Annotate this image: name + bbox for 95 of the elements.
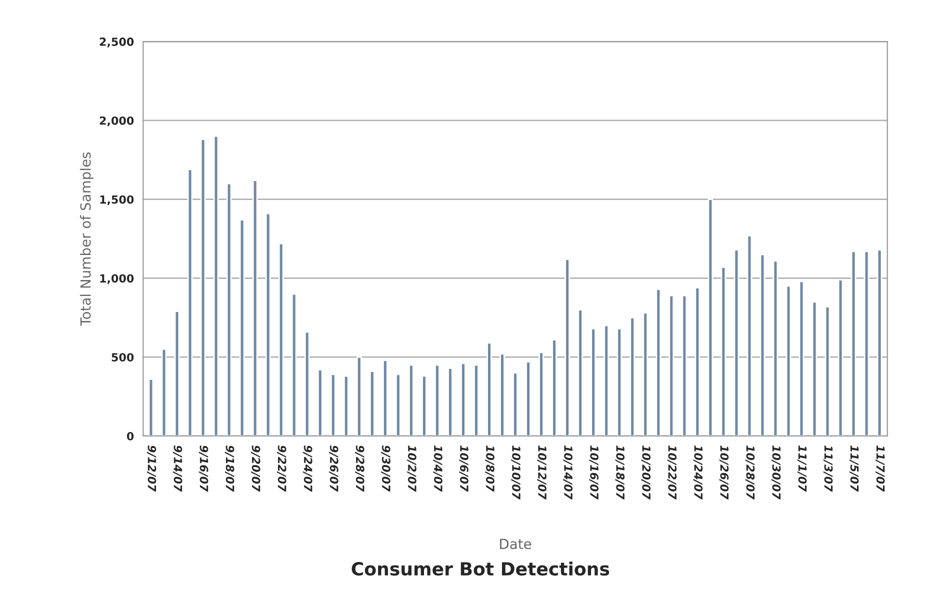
x-tick-label: 9/28/07 <box>355 445 364 492</box>
bar <box>824 306 830 436</box>
bar <box>330 374 336 436</box>
bar <box>396 374 401 436</box>
y-tick-label: 2,500 <box>100 38 134 48</box>
bar <box>474 364 479 436</box>
bar <box>200 138 206 436</box>
bar <box>864 250 870 436</box>
bar <box>434 364 440 436</box>
bar <box>317 369 323 436</box>
y-tick-label: 1,500 <box>100 195 134 206</box>
bar <box>734 249 740 436</box>
bar <box>213 136 219 436</box>
bar <box>382 360 388 436</box>
bar <box>512 372 518 436</box>
x-tick-label: 11/5/07 <box>849 446 859 492</box>
bar <box>668 294 674 436</box>
x-tick-label: 9/24/07 <box>303 445 312 492</box>
bar <box>538 352 544 436</box>
x-tick-label: 10/22/07 <box>667 446 677 500</box>
bar <box>786 285 792 436</box>
x-tick-label: 10/16/07 <box>589 446 599 500</box>
x-tick-label: 10/18/07 <box>615 446 625 500</box>
bar <box>838 279 844 436</box>
bar <box>682 294 688 436</box>
bar <box>370 370 375 436</box>
x-tick-label: 10/8/07 <box>485 446 494 492</box>
x-tick-label: 10/6/07 <box>459 446 468 492</box>
bar <box>850 250 856 436</box>
y-tick-label: 0 <box>126 432 134 440</box>
x-tick-label: 11/7/07 <box>875 446 885 492</box>
bar <box>187 168 193 436</box>
bar <box>720 266 726 436</box>
bar <box>226 182 232 436</box>
bar <box>564 258 570 436</box>
x-tick-label: 10/24/07 <box>693 446 703 500</box>
bar <box>656 288 662 436</box>
x-tick-label: 9/16/07 <box>198 445 208 492</box>
bar <box>772 260 778 436</box>
x-tick-label: 11/1/07 <box>797 446 807 492</box>
bar <box>812 301 818 436</box>
bar <box>265 212 271 436</box>
x-tick-label: 9/22/07 <box>276 445 286 492</box>
x-tick-label: 9/30/07 <box>381 445 390 492</box>
y-tick-label: 2,000 <box>100 116 134 126</box>
bar <box>239 219 245 436</box>
bar <box>798 280 804 436</box>
x-tick-label: 10/30/07 <box>771 446 781 500</box>
bar <box>590 328 596 436</box>
x-tick-label: 10/4/07 <box>433 446 442 492</box>
x-tick-label: 9/14/07 <box>172 445 182 492</box>
bar <box>148 378 154 436</box>
bar <box>422 375 427 436</box>
x-tick-label: 9/20/07 <box>250 445 260 492</box>
bar <box>343 375 349 436</box>
bar <box>526 361 531 436</box>
bar <box>304 331 310 436</box>
bar <box>486 342 492 436</box>
x-tick-label: 10/26/07 <box>719 446 729 500</box>
bar <box>356 356 362 436</box>
x-tick-label: 10/2/07 <box>407 446 416 492</box>
x-axis-title: Date <box>500 538 532 550</box>
y-tick-label: 1,000 <box>100 274 134 284</box>
x-tick-label: 10/20/07 <box>641 446 651 500</box>
bar <box>642 312 648 436</box>
bar <box>630 316 636 436</box>
bar <box>408 364 414 436</box>
y-axis-title: Total Number of Samples <box>80 152 94 326</box>
bar <box>760 254 766 436</box>
bar <box>500 353 505 436</box>
bar <box>448 367 453 436</box>
bar <box>604 324 609 436</box>
x-tick-label: 11/3/07 <box>823 446 833 492</box>
bar <box>252 180 258 436</box>
bar <box>708 198 714 436</box>
y-tick-label: 500 <box>112 353 134 362</box>
bar <box>278 242 284 436</box>
bar <box>552 339 557 436</box>
bar <box>460 362 466 436</box>
bar <box>746 234 752 436</box>
x-tick-label: 10/14/07 <box>563 446 572 500</box>
bar <box>616 328 622 436</box>
x-tick-label: 10/12/07 <box>537 446 546 500</box>
bar <box>174 310 180 436</box>
x-tick-label: 10/10/07 <box>511 446 520 500</box>
x-tick-label: 9/18/07 <box>224 445 234 492</box>
x-tick-label: 9/12/07 <box>146 445 156 492</box>
x-tick-label: 9/26/07 <box>329 445 338 492</box>
bar <box>876 249 882 436</box>
bar <box>291 293 297 436</box>
x-tick-label: 10/28/07 <box>745 446 755 500</box>
bar <box>161 348 167 436</box>
bar <box>694 287 700 436</box>
bar <box>578 309 583 436</box>
text: Consumer Bot Detections <box>352 562 610 576</box>
